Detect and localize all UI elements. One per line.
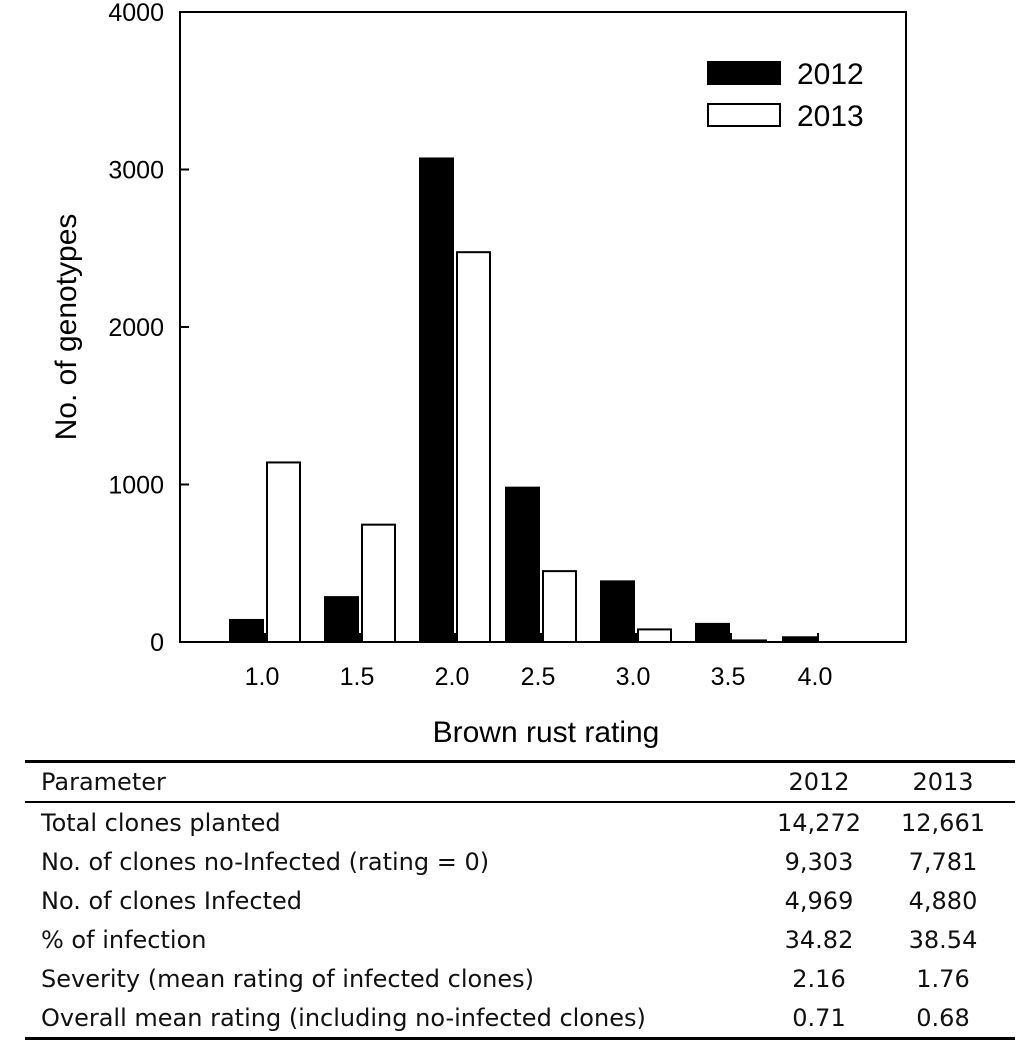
header-2012: 2012 [788,768,850,796]
x-tick-label: 3.0 [616,663,651,691]
bar-2012-3.0 [600,580,635,643]
row-value-2013: 12,661 [901,808,985,837]
bar-2012-2.0 [419,157,454,643]
x-axis-title: Brown rust rating [433,716,660,749]
bar-2012-1.0 [229,618,264,644]
x-tick-label: 2.0 [435,663,470,691]
row-value-2013: 38.54 [908,925,978,954]
table-row: Severity (mean rating of infected clones… [25,959,1015,998]
row-parameter: No. of clones Infected [41,886,302,915]
row-value-2013: 0.68 [916,1003,970,1032]
bar-2013-1.0 [266,461,301,644]
row-parameter: Severity (mean rating of infected clones… [41,964,535,993]
row-value-2013: 7,781 [908,847,978,876]
table-header-row: Parameter 2012 2013 [25,761,1015,802]
axis-labels: 0 1000 2000 3000 4000 1.0 1.5 2.0 2.5 3.0 3.5 4.0 Br… [50,0,832,749]
legend-swatch-2013 [707,103,781,127]
bar-2012-4.0 [782,636,817,644]
row-value-2012: 9,303 [784,847,854,876]
y-tick-label: 1000 [108,472,164,500]
y-tick-label: 3000 [108,157,164,185]
bar-chart: 0 1000 2000 3000 4000 1.0 1.5 2.0 2.5 3.0 3.5 4.0 Br… [50,0,907,749]
legend: 2012 2013 [707,58,864,133]
y-tick-label: 2000 [108,314,164,342]
bar-2013-3.5 [732,639,767,643]
x-tick-label: 1.0 [245,663,280,691]
bar-2013-2.0 [456,251,491,643]
row-value-2013: 4,880 [908,886,978,915]
row-value-2012: 34.82 [784,925,854,954]
legend-label-2013: 2013 [797,100,864,133]
row-value-2012: 14,272 [777,808,861,837]
bar-2012-1.5 [324,596,359,643]
row-value-2013: 1.76 [916,964,970,993]
legend-label-2012: 2012 [797,58,864,91]
x-tick-label: 1.5 [340,663,375,691]
row-value-2012: 4,969 [784,886,854,915]
row-parameter: Overall mean rating (including no-infect… [41,1003,646,1032]
row-value-2012: 0.71 [792,1003,846,1032]
table-row: Overall mean rating (including no-infect… [25,998,1015,1039]
bar-2012-3.5 [695,622,730,644]
bar-2013-1.5 [361,523,396,643]
bar-2013-3.0 [637,628,672,644]
x-tick-label: 3.5 [711,663,746,691]
table-row: No. of clones no-Infected (rating = 0) 9… [25,842,1015,881]
row-parameter: No. of clones no-Infected (rating = 0) [41,847,490,876]
bar-2012-2.5 [505,486,540,643]
header-parameter: Parameter [41,768,166,796]
y-axis-title: No. of genotypes [50,214,83,441]
bar-2013-2.5 [542,570,577,643]
axes [180,11,819,643]
table-row: % of infection 34.82 38.54 [25,920,1015,959]
legend-swatch-2012 [707,61,781,85]
table-row: Total clones planted 14,272 12,661 [25,802,1015,842]
y-tick-label: 0 [150,629,164,657]
x-tick-label: 4.0 [798,663,833,691]
x-tick-label: 2.5 [521,663,556,691]
summary-table: Parameter 2012 2013 Total clones planted… [25,760,1015,1040]
header-2013: 2013 [912,768,974,796]
row-value-2012: 2.16 [792,964,846,993]
bars [229,157,817,644]
row-parameter: Total clones planted [41,808,281,837]
table-row: No. of clones Infected 4,969 4,880 [25,881,1015,920]
y-tick-label: 4000 [108,0,164,27]
row-parameter: % of infection [41,925,207,954]
